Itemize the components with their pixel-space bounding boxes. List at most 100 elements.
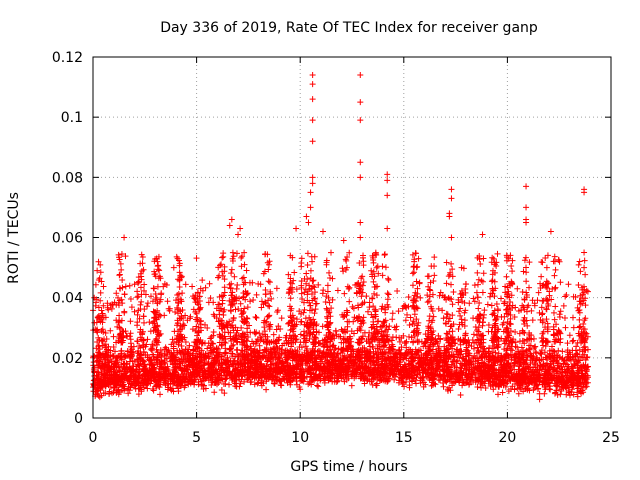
- data-point: [278, 315, 285, 322]
- data-point: [552, 303, 559, 310]
- data-point: [470, 331, 477, 338]
- data-point: [226, 381, 233, 388]
- data-point: [253, 314, 260, 321]
- data-point: [470, 315, 477, 322]
- data-point: [565, 281, 572, 288]
- data-point: [218, 386, 225, 393]
- data-point: [125, 390, 132, 397]
- data-point: [560, 302, 567, 309]
- data-point: [347, 335, 354, 342]
- data-point: [156, 267, 163, 274]
- data-point: [187, 313, 194, 320]
- data-point: [499, 389, 506, 396]
- data-point: [350, 305, 357, 312]
- data-point: [569, 314, 576, 321]
- data-point: [450, 288, 457, 295]
- data-point: [552, 284, 559, 291]
- data-point: [251, 381, 258, 388]
- data-point: [204, 360, 211, 367]
- data-point: [146, 319, 153, 326]
- data-point: [119, 276, 126, 283]
- data-point: [211, 389, 218, 396]
- data-point: [529, 317, 536, 324]
- data-point: [273, 285, 280, 292]
- data-point: [322, 299, 329, 306]
- data-point: [366, 304, 373, 311]
- data-point: [490, 386, 497, 393]
- data-point: [199, 277, 206, 284]
- data-point: [561, 315, 568, 322]
- data-point: [196, 305, 203, 312]
- chart-title: Day 336 of 2019, Rate Of TEC Index for r…: [160, 20, 538, 36]
- data-point: [175, 290, 182, 297]
- data-point: [562, 324, 569, 331]
- data-point: [237, 300, 244, 307]
- data-point: [116, 312, 123, 319]
- data-point: [435, 305, 442, 312]
- data-point: [485, 321, 492, 328]
- data-point: [417, 294, 424, 301]
- data-point: [396, 338, 403, 345]
- data-point: [186, 342, 193, 349]
- data-point: [528, 307, 535, 314]
- data-point: [124, 333, 131, 340]
- data-point: [118, 266, 125, 273]
- data-point: [531, 343, 538, 350]
- data-point: [268, 295, 275, 302]
- data-point: [263, 386, 270, 393]
- data-point: [97, 297, 104, 304]
- data-point: [406, 382, 413, 389]
- data-point: [320, 287, 327, 294]
- data-point: [536, 396, 543, 403]
- data-point: [144, 385, 151, 392]
- data-point: [276, 334, 283, 341]
- data-point: [393, 323, 400, 330]
- data-point: [121, 291, 128, 298]
- data-point: [439, 307, 446, 314]
- data-point: [158, 290, 165, 297]
- data-point: [138, 298, 145, 305]
- data-point: [406, 322, 413, 329]
- data-point: [236, 383, 243, 390]
- data-point: [410, 375, 417, 382]
- data-point: [574, 393, 581, 400]
- data-point: [361, 380, 368, 387]
- data-point: [386, 323, 393, 330]
- data-point: [128, 304, 135, 311]
- data-point: [484, 301, 491, 308]
- data-point: [402, 339, 409, 346]
- data-point: [389, 310, 396, 317]
- data-point: [130, 363, 137, 370]
- data-point: [270, 331, 277, 338]
- data-point: [448, 281, 455, 288]
- data-point: [364, 308, 371, 315]
- data-point: [189, 283, 196, 290]
- data-point: [394, 288, 401, 295]
- data-point: [559, 348, 566, 355]
- data-point: [135, 279, 142, 286]
- data-point: [471, 282, 478, 289]
- data-point: [293, 286, 300, 293]
- data-point: [569, 386, 576, 393]
- data-point: [389, 316, 396, 323]
- data-point: [176, 283, 183, 290]
- data-point: [541, 390, 548, 397]
- data-point: [170, 388, 177, 395]
- data-point: [110, 333, 117, 340]
- data-point: [430, 313, 437, 320]
- data-point: [547, 386, 554, 393]
- data-point: [470, 295, 477, 302]
- data-point: [127, 336, 134, 343]
- data-point: [573, 343, 580, 350]
- data-point: [108, 305, 115, 312]
- data-point: [494, 344, 501, 351]
- data-point: [144, 303, 151, 310]
- data-point: [127, 318, 134, 325]
- data-point: [315, 383, 322, 390]
- data-point: [402, 317, 409, 324]
- data-point: [319, 323, 326, 330]
- data-point: [346, 284, 353, 291]
- data-point: [122, 283, 129, 290]
- data-point: [546, 385, 553, 392]
